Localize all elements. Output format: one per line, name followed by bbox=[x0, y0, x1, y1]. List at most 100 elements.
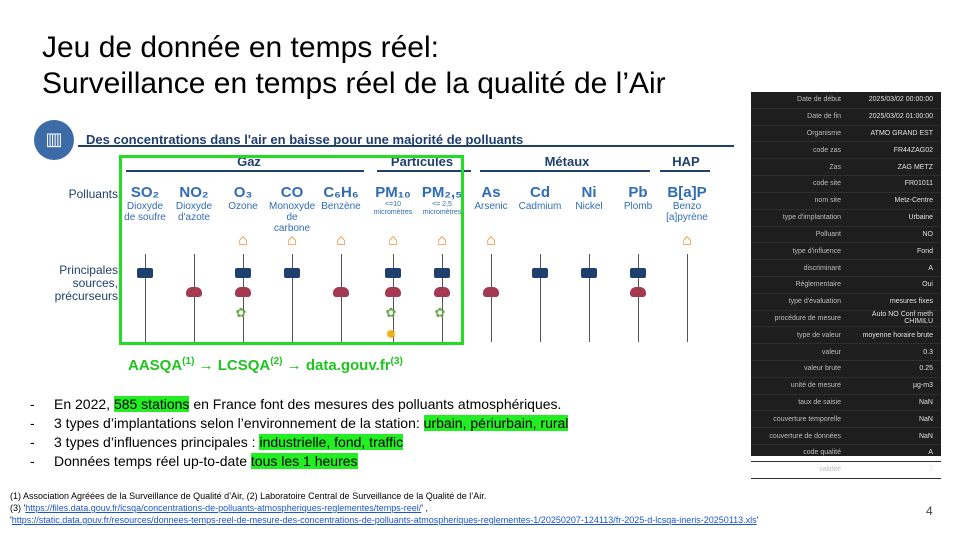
source-line bbox=[638, 254, 639, 342]
record-value: 2025/03/02 00:00:00 bbox=[868, 96, 933, 104]
pollutant-symbol: CO bbox=[280, 184, 304, 201]
record-key: unité de mesure bbox=[790, 382, 841, 390]
pollutant-name: Benzo bbox=[672, 201, 702, 212]
record-key: taux de saisie bbox=[798, 399, 841, 407]
record-value: Oui bbox=[922, 281, 933, 289]
footnote-link-static[interactable]: https://static.data.gouv.fr/resources/do… bbox=[11, 515, 757, 525]
pollutant-name: Monoxyde bbox=[269, 201, 316, 212]
row-label-polluants: Polluants bbox=[68, 187, 118, 201]
pollutant-name: Cadmium bbox=[518, 201, 562, 212]
industry-icon bbox=[137, 268, 153, 278]
slide-title: Jeu de donnée en temps réel: Surveillanc… bbox=[42, 30, 762, 102]
record-value: 1 bbox=[929, 466, 933, 474]
pollutant-name: Arsenic bbox=[474, 201, 508, 212]
record-key: type d'évaluation bbox=[788, 298, 841, 306]
industry-icon bbox=[630, 268, 646, 278]
record-key: type de valeur bbox=[797, 331, 841, 339]
record-row: code zas FR44ZAG02 bbox=[751, 142, 941, 160]
bullet-text: 3 types d’influences principales : indus… bbox=[54, 433, 404, 452]
pollutant-as: As Arsenic bbox=[468, 184, 514, 212]
pollutant-pm25: PM₂,₅ <= 2,5 micromètres bbox=[419, 184, 465, 217]
record-value: moyenne horaire brute bbox=[862, 331, 933, 339]
traffic-icon bbox=[333, 287, 349, 297]
record-value: Auto NO Conf meth CHIMILU bbox=[871, 311, 933, 326]
group-label-metaux: Métaux bbox=[544, 154, 590, 169]
highlight-box bbox=[119, 155, 464, 345]
residential-heating-icon: ⌂ bbox=[287, 232, 297, 249]
industry-icon bbox=[581, 268, 597, 278]
record-key: validité bbox=[819, 466, 841, 474]
combustion-icon: ✹ bbox=[385, 326, 397, 342]
industry-icon bbox=[434, 268, 450, 278]
agriculture-icon: ✿ bbox=[235, 305, 247, 320]
record-row: Zas ZAG METZ bbox=[751, 159, 941, 177]
record-row: code site FR01011 bbox=[751, 176, 941, 193]
pollutant-name: micromètres bbox=[422, 209, 462, 216]
pollutant-name: de carbone bbox=[273, 212, 311, 234]
record-key: valeur bbox=[821, 348, 841, 356]
residential-heating-icon: ⌂ bbox=[238, 232, 248, 249]
record-key: Réglementaire bbox=[795, 281, 841, 289]
pollutant-name: [a]pyrène bbox=[666, 212, 708, 223]
pollutant-name: <=10 bbox=[385, 201, 401, 208]
pollutant-name: micromètres bbox=[373, 209, 413, 216]
bullet-text-pre: Données temps réel up-to-date bbox=[54, 453, 251, 469]
footnote-ref: (2) bbox=[270, 356, 283, 367]
record-row: nom site Metz-Centre bbox=[751, 193, 941, 210]
traffic-icon bbox=[235, 287, 251, 297]
record-value: µg-m3 bbox=[913, 382, 933, 390]
record-value: NaN bbox=[918, 432, 933, 440]
pollutant-symbol: Pb bbox=[628, 184, 648, 201]
record-value: NaN bbox=[918, 415, 933, 423]
record-value: NaN bbox=[918, 399, 933, 407]
pollutant-name: Plomb bbox=[623, 201, 653, 212]
traffic-icon bbox=[434, 287, 450, 297]
bullet-item: - En 2022, 585 stations en France font de… bbox=[30, 395, 730, 414]
record-value: 0.3 bbox=[923, 348, 933, 356]
bullet-text-pre: 3 types d’implantations selon l’environn… bbox=[54, 415, 424, 431]
agriculture-icon: ✿ bbox=[385, 305, 397, 320]
traffic-icon bbox=[483, 287, 499, 297]
record-row: couverture de données NaN bbox=[751, 428, 941, 446]
source-aasqa: AASQA bbox=[128, 357, 183, 374]
pollutant-symbol: C₆H₆ bbox=[323, 184, 359, 201]
record-key: Date de début bbox=[797, 96, 841, 104]
record-key: couverture temporelle bbox=[773, 415, 841, 423]
record-row: couverture temporelle NaN bbox=[751, 411, 941, 429]
industry-icon bbox=[235, 268, 251, 278]
record-key: procédure de mesure bbox=[774, 314, 841, 322]
pollutant-ni: Ni Nickel bbox=[566, 184, 612, 212]
residential-heating-icon: ⌂ bbox=[437, 232, 447, 249]
bullet-text: Données temps réel up-to-date tous les 1… bbox=[54, 452, 358, 471]
row-label-sources-line-3: précurseurs bbox=[54, 289, 118, 303]
bullet-dash: - bbox=[30, 415, 35, 431]
agriculture-icon: ✿ bbox=[434, 305, 446, 320]
industry-icon bbox=[532, 268, 548, 278]
source-line bbox=[540, 254, 541, 342]
pollutant-o3: O₃ Ozone bbox=[220, 184, 266, 212]
source-line bbox=[393, 254, 394, 342]
pollutant-pm10: PM₁₀ <=10 micromètres bbox=[370, 184, 416, 217]
record-table: Date de début 2025/03/02 00:00:00 Date de … bbox=[751, 92, 941, 479]
source-line bbox=[589, 254, 590, 342]
record-row: valeur brute 0.25 bbox=[751, 361, 941, 378]
page-number: 4 bbox=[926, 504, 933, 518]
record-key: Zas bbox=[829, 163, 841, 171]
record-key: nom site bbox=[814, 197, 841, 205]
bullet-text-pre: 3 types d’influences principales : bbox=[54, 434, 260, 450]
record-value: NO bbox=[922, 230, 934, 238]
footnote-3: (3) 'https://files.data.gouv.fr/lcsqa/co… bbox=[10, 502, 930, 514]
record-value: 2025/03/02 01:00:00 bbox=[868, 113, 933, 121]
record-row: type de valeur moyenne horaire brute bbox=[751, 327, 941, 345]
record-row: Polluant NO bbox=[751, 227, 941, 244]
source-line bbox=[442, 254, 443, 342]
footnote-link-files[interactable]: https://files.data.gouv.fr/lcsqa/concent… bbox=[25, 503, 422, 513]
bullet-item: - 3 types d’influences principales : indu… bbox=[30, 433, 730, 452]
source-line bbox=[341, 254, 342, 342]
footnote-ref: (3) bbox=[390, 356, 403, 367]
bullet-text-pre: En 2022, bbox=[54, 396, 114, 412]
source-line bbox=[687, 254, 688, 342]
record-value: ZAG METZ bbox=[897, 163, 933, 171]
chart-logo-icon: ▥ bbox=[34, 120, 74, 160]
bullet-item: - Données temps réel up-to-date tous les … bbox=[30, 452, 730, 471]
